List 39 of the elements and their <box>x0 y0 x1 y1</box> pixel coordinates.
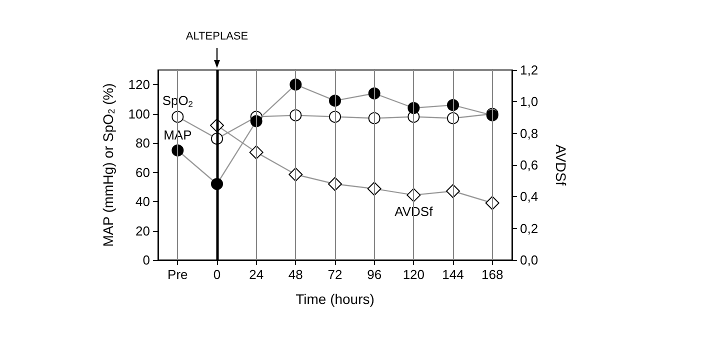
x-tick-label: 72 <box>328 267 342 282</box>
point <box>368 87 380 100</box>
y2-tick-label: 0,6 <box>520 158 538 172</box>
x-tick-label: 168 <box>481 267 504 282</box>
point <box>250 115 262 128</box>
y-axis-title: MAP (mmHg) or SpO2 (%) <box>100 83 116 247</box>
point <box>172 144 184 156</box>
y-tick-label: 60 <box>136 164 150 180</box>
y2-tick-label: 1,2 <box>520 62 538 78</box>
x-tick-label: 0 <box>213 267 221 282</box>
x-tick-label: Pre <box>168 267 188 282</box>
y-tick-label: 120 <box>128 77 150 92</box>
point <box>447 112 459 124</box>
y-tick-label: 20 <box>136 223 150 238</box>
y2-axis-title: AVDSf <box>553 144 569 186</box>
point <box>290 78 302 91</box>
x-tick-label: 144 <box>442 267 464 282</box>
x-tick-label: 96 <box>367 267 382 282</box>
point <box>447 99 459 112</box>
ref-line-label: ALTEPLASE <box>186 30 248 42</box>
x-axis-title: Time (hours) <box>296 291 374 307</box>
y2-tick-label: 0,4 <box>520 189 538 204</box>
y2-tick-label: 0,8 <box>520 126 538 141</box>
point <box>329 94 341 107</box>
y-tick-label: 100 <box>128 106 150 122</box>
x-tick-label: 120 <box>402 267 425 282</box>
y-tick-label: 40 <box>136 194 150 210</box>
point <box>408 102 420 114</box>
point <box>290 109 302 122</box>
point <box>329 110 341 123</box>
series-label: AVDSf <box>394 204 434 220</box>
y2-tick-label: 0,0 <box>520 252 538 268</box>
y2-tick-label: 1,0 <box>520 94 538 110</box>
x-tick-label: 48 <box>288 267 303 282</box>
y-tick-label: 0 <box>142 252 150 268</box>
y2-tick-label: 0,2 <box>520 220 538 236</box>
series-label: MAP <box>164 127 192 142</box>
y-tick-label: 80 <box>136 136 150 151</box>
x-tick-label: 24 <box>249 267 264 282</box>
